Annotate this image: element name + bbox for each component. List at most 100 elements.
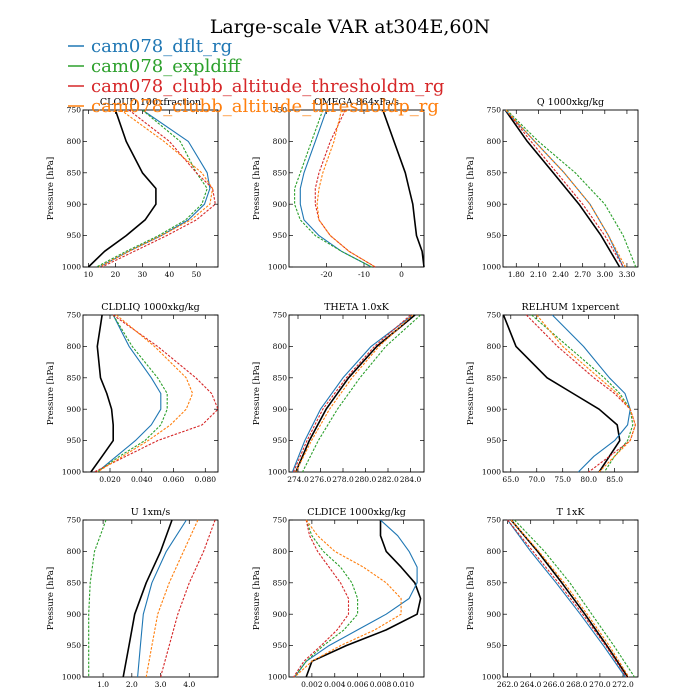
series-line-cam078_clubb_altitude_thresholdp_rg — [316, 109, 376, 268]
x-tick-label: 264.0 — [520, 680, 542, 689]
y-tick-label: 950 — [273, 641, 288, 650]
series-line-cam078_clubb_altitude_thresholdm_rg — [93, 314, 219, 473]
x-tick-label: 0 — [399, 270, 404, 279]
series-line-cam078_dflt_rg — [294, 519, 418, 678]
series-line-cam078_dflt_rg — [551, 314, 631, 473]
y-tick-label: 900 — [487, 610, 502, 619]
series-line-cam078_clubb_altitude_thresholdm_rg — [292, 314, 411, 473]
series-line-cam078_dflt_rg — [98, 109, 211, 268]
x-tick-label: 75.0 — [554, 475, 571, 484]
panel-title: OMEGA 864xPa/s — [314, 97, 399, 108]
y-tick-label: 900 — [273, 200, 288, 209]
legend: cam078_dflt_rgcam078_expldiffcam078_club… — [68, 36, 444, 117]
y-tick-label: 900 — [67, 405, 82, 414]
y-tick-label: 900 — [487, 405, 502, 414]
series-line-obs — [502, 314, 621, 473]
panel-5: THETA 1.0xK Pressure [hPa] 750 800 850 900 950… — [252, 302, 425, 484]
y-tick-label: 900 — [67, 610, 82, 619]
panel-title: RELHUM 1xpercent — [522, 302, 620, 313]
series-line-cam078_clubb_altitude_thresholdm_rg — [314, 109, 376, 268]
figure-title: Large-scale VAR at304E,60N — [210, 16, 490, 38]
x-tick-label: -10 — [358, 270, 370, 279]
panel-8: CLDICE 1000xkg/kg Pressure [hPa] 750 800 850… — [252, 507, 425, 689]
legend-entry: cam078_expldiff — [91, 56, 242, 77]
series-line-cam078_expldiff — [294, 519, 359, 678]
x-tick-label: 2.40 — [552, 270, 569, 279]
y-tick-label: 750 — [487, 106, 502, 115]
panel-title: CLDLIQ 1000xkg/kg — [101, 302, 199, 313]
x-tick-label: 268.0 — [566, 680, 588, 689]
y-tick-label: 950 — [273, 231, 288, 240]
panel-title: THETA 1.0xK — [324, 302, 390, 313]
series-line-cam078_clubb_altitude_thresholdp_rg — [98, 109, 214, 268]
y-tick-label: 950 — [67, 436, 82, 445]
x-tick-label: 65.0 — [502, 475, 519, 484]
series-line-cam078_clubb_altitude_thresholdp_rg — [510, 519, 630, 678]
x-tick-label: 276.0 — [310, 475, 332, 484]
y-tick-label: 800 — [487, 137, 502, 146]
series-line-cam078_clubb_altitude_thresholdp_rg — [294, 519, 402, 678]
x-tick-label: 1.0 — [97, 680, 109, 689]
y-tick-label: 800 — [273, 547, 288, 556]
y-tick-label: 800 — [67, 342, 82, 351]
series-line-obs — [504, 109, 621, 268]
series-line-cam078_clubb_altitude_thresholdp_rg — [505, 109, 626, 268]
series-line-cam078_expldiff — [506, 109, 637, 268]
y-tick-label: 1000 — [62, 673, 81, 682]
y-tick-label: 800 — [67, 547, 82, 556]
y-tick-label: 800 — [273, 137, 288, 146]
series-line-cam078_expldiff — [96, 314, 168, 473]
plot-frame — [288, 519, 425, 678]
y-tick-label: 850 — [273, 373, 288, 382]
plot-frame — [82, 314, 219, 473]
y-tick-label: 750 — [273, 311, 288, 320]
y-axis-label: Pressure [hPa] — [46, 157, 56, 220]
plot-frame — [502, 109, 639, 268]
panel-title: U 1xm/s — [131, 507, 171, 518]
x-tick-label: 3.30 — [619, 270, 636, 279]
y-tick-label: 750 — [67, 106, 82, 115]
series-line-cam078_clubb_altitude_thresholdp_rg — [97, 314, 194, 473]
series-line-cam078_expldiff — [302, 314, 421, 473]
panel-4: CLDLIQ 1000xkg/kg Pressure [hPa] 750 800 850… — [46, 302, 219, 484]
x-tick-label: 0.002 — [301, 680, 323, 689]
series-line-obs — [510, 519, 629, 678]
x-tick-label: 4.0 — [183, 680, 195, 689]
y-tick-label: 800 — [487, 547, 502, 556]
x-tick-label: 40 — [165, 270, 175, 279]
panel-title: T 1xK — [557, 507, 586, 518]
y-tick-label: 850 — [487, 168, 502, 177]
y-tick-label: 800 — [67, 137, 82, 146]
y-tick-label: 900 — [273, 610, 288, 619]
series-line-obs — [122, 519, 173, 678]
y-tick-label: 900 — [273, 405, 288, 414]
panel-title: Q 1000xkg/kg — [537, 97, 604, 108]
y-tick-label: 950 — [487, 231, 502, 240]
plot-frame — [502, 314, 639, 473]
series-line-obs — [295, 314, 416, 473]
plot-frame — [288, 314, 425, 473]
x-tick-label: 30 — [138, 270, 148, 279]
series-line-cam078_clubb_altitude_thresholdm_rg — [505, 109, 624, 268]
x-tick-label: 0.008 — [370, 680, 392, 689]
y-tick-label: 850 — [67, 373, 82, 382]
x-tick-label: 0.040 — [131, 475, 153, 484]
panel-2: OMEGA 864xPa/s Pressure [hPa] 750 800 850 900… — [252, 97, 425, 279]
series-line-cam078_clubb_altitude_thresholdm_rg — [101, 109, 216, 268]
y-tick-label: 750 — [67, 516, 82, 525]
plot-frame — [82, 519, 219, 678]
series-line-cam078_dflt_rg — [137, 519, 187, 678]
y-tick-label: 950 — [67, 231, 82, 240]
plot-frame — [502, 519, 639, 678]
series-line-cam078_dflt_rg — [96, 314, 162, 473]
y-tick-label: 850 — [273, 578, 288, 587]
x-tick-label: 262.0 — [497, 680, 519, 689]
x-tick-label: 0.010 — [393, 680, 415, 689]
series-line-obs — [305, 520, 422, 678]
x-tick-label: 0.060 — [163, 475, 185, 484]
y-axis-label: Pressure [hPa] — [46, 362, 56, 425]
y-tick-label: 900 — [487, 200, 502, 209]
x-tick-label: 0.020 — [99, 475, 121, 484]
panel-title: CLOUD 100xfraction — [100, 97, 201, 108]
